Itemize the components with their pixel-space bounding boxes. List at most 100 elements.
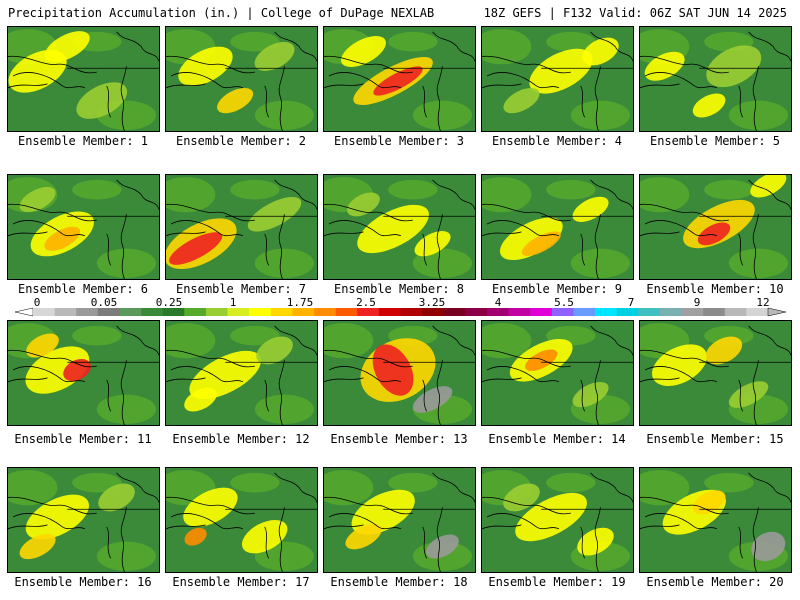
map-boundary-line [594, 507, 601, 572]
precip-contour [230, 472, 280, 493]
map-boundary-line [644, 72, 718, 89]
colorbar-swatch [616, 308, 639, 316]
map-boundary-line [166, 203, 255, 222]
precip-contour [357, 204, 429, 254]
colorbar-tick-label: 7 [628, 296, 635, 309]
map-boundary-line [486, 366, 560, 383]
map-boundary-line [324, 496, 413, 515]
map-boundary-line [590, 325, 633, 356]
colorbar-tick-label: 9 [694, 296, 701, 309]
map-boundary-line [644, 366, 718, 383]
ensemble-member-map [165, 174, 318, 280]
colorbar-swatch [724, 308, 747, 316]
colorbar-swatch [595, 308, 617, 316]
ensemble-member-map [165, 26, 318, 132]
map-boundary-line [640, 83, 680, 89]
map-boundary-line [324, 524, 364, 530]
precip-contour [414, 231, 451, 257]
ensemble-member-map [323, 320, 476, 426]
map-boundary-line [580, 526, 585, 559]
colorbar-swatch [119, 308, 142, 316]
precip-contour [572, 196, 609, 222]
precip-contour [256, 336, 293, 365]
colorbar-swatch [508, 308, 531, 316]
precip-contour [72, 325, 122, 346]
map-boundary-line [12, 366, 86, 383]
ensemble-member-label: Ensemble Member: 2 [175, 134, 307, 148]
colorbar-swatch [76, 308, 99, 316]
map-boundary-line [640, 203, 729, 222]
colorbar-arrow-left [14, 307, 34, 317]
colorbar-tick-label: 0.25 [156, 296, 183, 309]
map-boundary-line [116, 179, 159, 210]
map-boundary-line [482, 203, 571, 222]
map-boundary-line [278, 360, 285, 425]
map-boundary-line [274, 472, 317, 503]
map-boundary-line [106, 233, 111, 266]
ensemble-member-map [639, 467, 792, 573]
precip-contour [704, 179, 754, 200]
precip-contour [230, 179, 280, 200]
colorbar-tick-label: 12 [756, 296, 769, 309]
map-boundary-line [324, 83, 364, 89]
map-boundary-line [116, 325, 159, 356]
precip-contour [529, 48, 593, 94]
map-boundary-line [482, 83, 522, 89]
colorbar-tick-label: 3.25 [419, 296, 446, 309]
map-boundary-line [12, 513, 86, 530]
map-boundary-line [274, 325, 317, 356]
map-boundary-line [580, 85, 585, 118]
ensemble-member-map [7, 467, 160, 573]
precip-contour [503, 483, 540, 512]
precip-contour [570, 248, 631, 279]
precip-contour [525, 349, 558, 372]
ensemble-member-label: Ensemble Member: 4 [491, 134, 623, 148]
map-boundary-line [432, 325, 475, 356]
ensemble-member-map [165, 320, 318, 426]
map-boundary-line [436, 66, 443, 131]
map-boundary-line [482, 377, 522, 383]
ensemble-member-label: Ensemble Member: 8 [333, 282, 465, 296]
precip-contour [351, 489, 415, 535]
precip-contour [166, 176, 216, 213]
precip-contour [388, 472, 438, 493]
ensemble-member-label: Ensemble Member: 1 [17, 134, 149, 148]
precip-contour [388, 31, 438, 52]
map-boundary-line [166, 349, 255, 368]
precip-contour [640, 176, 690, 213]
map-boundary-line [482, 55, 571, 74]
map-boundary-line [8, 83, 48, 89]
precip-contour [44, 31, 90, 63]
colorbar-arrow-right [767, 307, 787, 317]
precip-contour [412, 100, 473, 131]
precip-contour [705, 336, 743, 365]
map-boundary-line [644, 220, 718, 237]
map-boundary-line [116, 31, 159, 62]
ensemble-member-map [7, 174, 160, 280]
colorbar-tick-label: 2.5 [356, 296, 376, 309]
map-boundary-line [432, 179, 475, 210]
precip-contour [345, 524, 382, 550]
map-boundary-line [594, 214, 601, 279]
colorbar-swatch [703, 308, 726, 316]
colorbar-tick-label: 0.05 [91, 296, 118, 309]
precip-contour [652, 344, 707, 386]
colorbar-swatch [205, 308, 228, 316]
precip-contour [72, 472, 122, 493]
map-boundary-line [274, 179, 317, 210]
colorbar-swatch [270, 308, 293, 316]
map-boundary-line [640, 496, 729, 515]
map-boundary-line [328, 513, 402, 530]
precip-contour [706, 45, 762, 88]
map-boundary-line [748, 31, 791, 62]
colorbar-swatch [378, 308, 401, 316]
ensemble-member-label: Ensemble Member: 3 [333, 134, 465, 148]
map-boundary-line [324, 349, 413, 368]
precip-contour [26, 333, 59, 358]
colorbar-tick-label: 4 [495, 296, 502, 309]
map-boundary-line [738, 233, 743, 266]
precip-contour [546, 179, 596, 200]
precip-contour [572, 381, 609, 408]
colorbar-swatch [551, 308, 574, 316]
map-boundary-line [752, 507, 759, 572]
